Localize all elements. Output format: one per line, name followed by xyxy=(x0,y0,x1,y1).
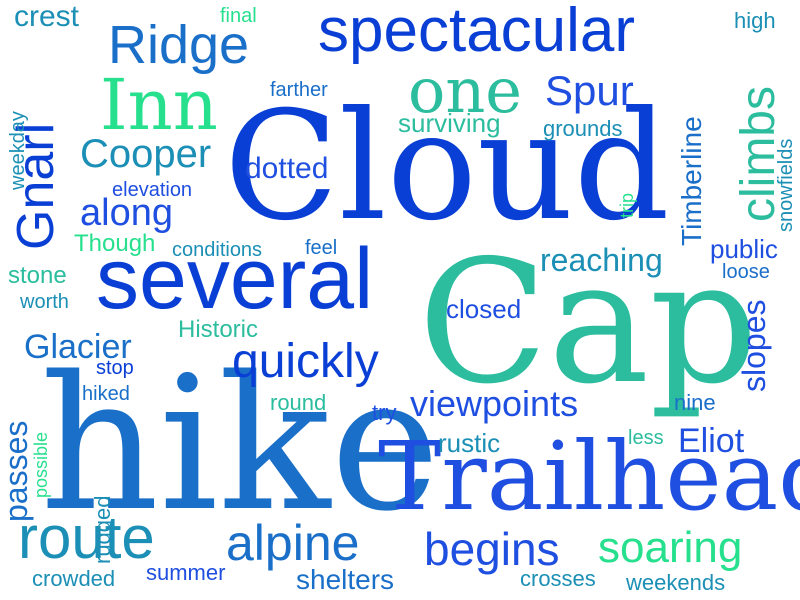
word-high: high xyxy=(734,8,776,33)
word-try: try xyxy=(372,400,397,425)
word-snowfields: snowfields xyxy=(775,138,797,232)
word-alpine: alpine xyxy=(226,515,360,571)
word-rustic: rustic xyxy=(438,428,501,458)
word-weekends: weekends xyxy=(626,570,726,595)
word-hiked: hiked xyxy=(82,383,130,405)
word-several: several xyxy=(96,231,374,327)
word-loose: loose xyxy=(722,261,770,283)
word-closed: closed xyxy=(446,294,522,324)
word-grounds: grounds xyxy=(543,116,623,141)
word-one: one xyxy=(408,54,522,127)
word-cloud-big: Cloud xyxy=(224,80,670,254)
word-glacier: Glacier xyxy=(24,328,132,366)
word-weekday: weekday xyxy=(7,111,29,190)
word-soaring: soaring xyxy=(598,523,743,572)
word-though: Though xyxy=(74,230,156,257)
word-shelters: shelters xyxy=(296,564,395,595)
word-dotted: dotted xyxy=(245,152,329,185)
word-along: along xyxy=(80,192,173,234)
word-surviving: surviving xyxy=(398,108,501,138)
word-crosses: crosses xyxy=(520,566,596,591)
word-elevation: elevation xyxy=(112,179,193,201)
word-begins: begins xyxy=(424,523,560,575)
word-cooper: Cooper xyxy=(80,132,212,176)
word-cap: Cap xyxy=(418,224,759,422)
word-round: round xyxy=(270,390,327,415)
word-stone: stone xyxy=(8,262,67,289)
word-public: public xyxy=(710,234,778,264)
word-summer: summer xyxy=(146,560,226,585)
word-possible: possible xyxy=(31,431,51,498)
word-conditions: conditions xyxy=(172,239,263,261)
word-reaching: reaching xyxy=(540,242,663,278)
word-feel: feel xyxy=(305,237,338,259)
word-inn: Inn xyxy=(100,64,218,146)
word-historic: Historic xyxy=(178,316,259,343)
word-farther: farther xyxy=(270,79,328,101)
word-ridge: Ridge xyxy=(108,15,250,75)
word-route: route xyxy=(18,504,155,571)
word-hike: hike xyxy=(40,336,440,552)
word-spectacular: spectacular xyxy=(318,0,636,65)
word-final: final xyxy=(220,5,257,27)
word-crest: crest xyxy=(14,0,80,33)
word-slopes: slopes xyxy=(736,299,772,393)
word-spur: Spur xyxy=(545,67,634,114)
word-less: less xyxy=(628,427,664,449)
word-quickly: quickly xyxy=(232,335,379,388)
word-trailhead: Trailhead xyxy=(378,422,800,532)
word-crowded: crowded xyxy=(32,566,116,591)
word-worth: worth xyxy=(20,291,69,313)
word-eliot: Eliot xyxy=(678,422,745,460)
word-nine: nine xyxy=(674,390,716,415)
word-timberline: Timberline xyxy=(676,116,707,246)
word-trip: trip xyxy=(617,192,637,218)
word-stop: stop xyxy=(96,357,134,379)
word-viewpoints: viewpoints xyxy=(410,383,579,424)
